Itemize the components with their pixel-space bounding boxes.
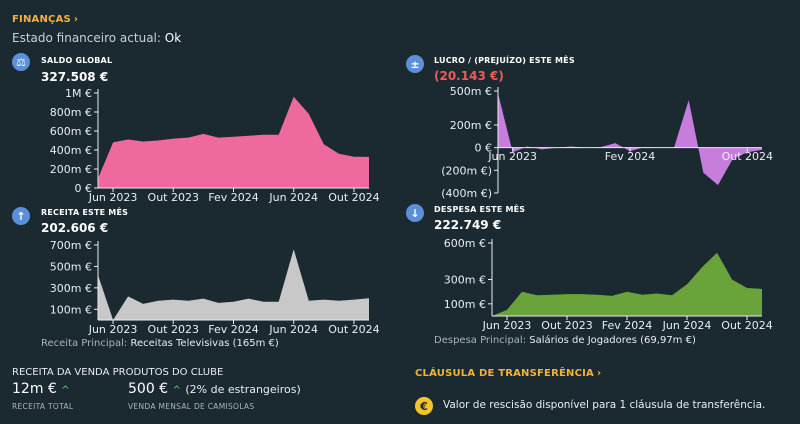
x-tick-label: Jun 2024 — [268, 191, 318, 204]
income-main-source: Receita Principal: Receitas Televisivas … — [41, 338, 279, 349]
x-tick-label: Fev 2024 — [208, 323, 259, 336]
profit-value: (20.143 €) — [434, 69, 504, 83]
y-tick-label: 300m € — [50, 282, 92, 295]
profit-chart: 500m € 200m € 0 € (200m €) (400m €) Jun 2023 F… — [441, 85, 773, 200]
balance-title: SALDO GLOBAL — [41, 56, 113, 65]
arrow-down-icon: ↓ — [406, 204, 424, 222]
x-tick-label: Jun 2024 — [268, 323, 318, 336]
y-tick-label: (400m €) — [441, 187, 492, 200]
balance-value: 327.508 € — [41, 70, 109, 84]
x-tick-label: Out 2024 — [722, 150, 773, 163]
expense-main-source: Despesa Principal: Salários de Jogadores… — [434, 335, 696, 346]
income-chart: 700m € 500m € 300m € 100m € Jun 2023 Out 2023… — [50, 239, 380, 336]
area-series — [98, 96, 369, 188]
y-tick-label: 400m € — [50, 144, 92, 157]
y-tick-label: 1M € — [65, 87, 92, 100]
arrow-up-icon: ↑ — [12, 207, 30, 225]
y-tick-label: 800m € — [50, 106, 92, 119]
y-tick-label: 200m € — [50, 163, 92, 176]
area-series — [498, 93, 762, 186]
coin-icon: € — [415, 397, 433, 415]
y-tick-label: 300m € — [444, 274, 486, 287]
transfer-clause-text: Valor de rescisão disponível para 1 cláu… — [443, 399, 766, 411]
x-tick-label: Out 2024 — [328, 323, 379, 336]
x-tick-label: Jun 2023 — [482, 319, 532, 332]
x-tick-label: Out 2023 — [541, 319, 592, 332]
x-tick-label: Out 2023 — [148, 323, 199, 336]
finances-link[interactable]: FINANÇAS › — [12, 14, 79, 25]
merch-total-label: RECEITA TOTAL — [12, 402, 74, 411]
merch-total-value: 12m € ^ — [12, 381, 70, 397]
x-tick-label: Out 2024 — [721, 319, 772, 332]
expense-value: 222.749 € — [434, 218, 502, 232]
x-tick-label: Jun 2023 — [487, 150, 537, 163]
area-series — [492, 252, 762, 316]
x-tick-label: Jun 2023 — [88, 323, 138, 336]
x-tick-label: Fev 2024 — [602, 319, 653, 332]
x-tick-label: Jun 2023 — [88, 191, 138, 204]
plus-minus-icon: ± — [406, 55, 424, 73]
trend-up-icon: ^ — [61, 385, 70, 396]
y-tick-label: 600m € — [444, 237, 486, 250]
y-tick-label: 200m € — [450, 119, 492, 132]
chevron-right-icon: › — [596, 368, 602, 379]
expense-title: DESPESA ESTE MÊS — [434, 205, 526, 214]
merch-monthly-value: 500 € ^ (2% de estrangeiros) — [128, 381, 301, 397]
y-tick-label: 700m € — [50, 239, 92, 252]
y-tick-label: 600m € — [50, 125, 92, 138]
y-tick-label: 100m € — [444, 298, 486, 311]
y-tick-label: 0 € — [475, 142, 493, 155]
x-tick-label: Out 2023 — [148, 191, 199, 204]
financial-status: Estado financeiro actual: Ok — [12, 31, 182, 45]
x-tick-label: Fev 2024 — [208, 191, 259, 204]
area-series — [98, 249, 369, 320]
expense-chart: 600m € 300m € 100m € Jun 2023 Out 2023 Fev 20… — [444, 237, 773, 332]
x-tick-label: Jun 2024 — [662, 319, 712, 332]
scale-icon: ⚖ — [12, 53, 30, 71]
income-value: 202.606 € — [41, 221, 109, 235]
merch-monthly-label: VENDA MENSAL DE CAMISOLAS — [128, 402, 255, 411]
trend-up-icon: ^ — [172, 385, 181, 396]
x-tick-label: Out 2024 — [328, 191, 379, 204]
merch-title: RECEITA DA VENDA PRODUTOS DO CLUBE — [12, 367, 224, 378]
chevron-right-icon: › — [73, 14, 79, 25]
profit-title: LUCRO / (PREJUÍZO) ESTE MÊS — [434, 56, 575, 65]
transfer-clause-link[interactable]: CLÁUSULA DE TRANSFERÊNCIA › — [415, 368, 602, 379]
y-tick-label: 0 € — [75, 182, 93, 195]
y-tick-label: 500m € — [450, 85, 492, 98]
x-tick-label: Fev 2024 — [605, 150, 656, 163]
y-tick-label: 100m € — [50, 303, 92, 316]
balance-chart: 1M € 800m € 600m € 400m € 200m € 0 €Jun 2023 O… — [50, 87, 380, 204]
y-tick-label: (200m €) — [441, 164, 492, 177]
status-value: Ok — [164, 31, 182, 45]
y-tick-label: 500m € — [50, 260, 92, 273]
income-title: RECEITA ESTE MÊS — [41, 208, 129, 217]
